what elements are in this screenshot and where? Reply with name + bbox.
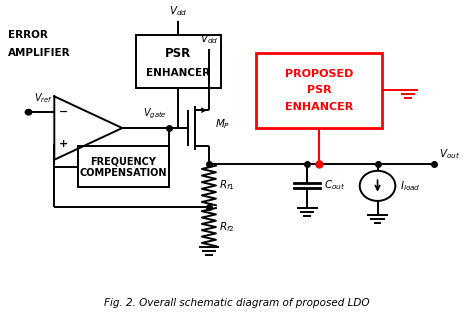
Text: $V_{ref}$: $V_{ref}$	[34, 91, 53, 105]
Text: $V_{dd}$: $V_{dd}$	[200, 32, 218, 46]
Circle shape	[360, 171, 395, 201]
Text: ENHANCER: ENHANCER	[146, 68, 210, 78]
Text: $R_{f2}$: $R_{f2}$	[219, 220, 235, 234]
Text: FREQUENCY: FREQUENCY	[91, 157, 156, 167]
Text: PSR: PSR	[307, 85, 331, 95]
Bar	[78, 146, 169, 188]
Text: ERROR: ERROR	[9, 30, 48, 40]
Text: AMPLIFIER: AMPLIFIER	[9, 48, 71, 58]
Circle shape	[25, 110, 32, 115]
Text: $R_{f1}$: $R_{f1}$	[219, 178, 235, 193]
Text: $C_{out}$: $C_{out}$	[324, 178, 345, 193]
Bar	[137, 35, 220, 88]
Text: $V_{out}$: $V_{out}$	[439, 147, 461, 160]
Text: $V_{gate}$: $V_{gate}$	[143, 106, 167, 121]
Text: $I_{load}$: $I_{load}$	[400, 179, 420, 193]
Text: $M_P$: $M_P$	[215, 117, 230, 131]
Text: −: −	[59, 107, 68, 117]
Bar	[256, 53, 382, 128]
Text: PSR: PSR	[165, 47, 191, 60]
Text: COMPENSATION: COMPENSATION	[80, 168, 167, 178]
Text: PROPOSED: PROPOSED	[285, 69, 353, 79]
Text: +: +	[59, 139, 68, 149]
Text: $V_{dd}$: $V_{dd}$	[169, 4, 188, 18]
Polygon shape	[55, 96, 122, 160]
Text: Fig. 2. Overall schematic diagram of proposed LDO: Fig. 2. Overall schematic diagram of pro…	[104, 298, 370, 308]
Text: ENHANCER: ENHANCER	[285, 102, 353, 112]
